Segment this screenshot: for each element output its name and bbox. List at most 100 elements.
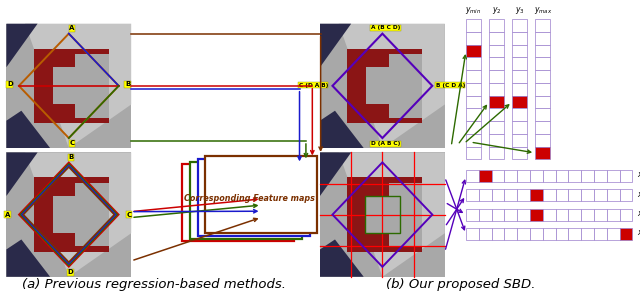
- Bar: [489, 32, 504, 45]
- Bar: [512, 147, 527, 159]
- Bar: [320, 152, 445, 277]
- Bar: [594, 228, 607, 240]
- Polygon shape: [6, 152, 38, 196]
- Bar: [535, 121, 550, 134]
- Bar: [466, 189, 479, 201]
- Polygon shape: [320, 111, 364, 148]
- Text: $x_2$: $x_2$: [637, 190, 640, 201]
- Bar: [530, 209, 543, 221]
- Bar: [512, 108, 527, 121]
- Bar: [479, 189, 492, 201]
- Bar: [556, 189, 568, 201]
- Text: B: B: [125, 81, 131, 87]
- Text: C: C: [69, 140, 75, 147]
- Bar: [6, 24, 131, 148]
- Bar: [620, 228, 632, 240]
- Bar: [504, 228, 517, 240]
- Polygon shape: [339, 24, 445, 148]
- Text: A: A: [69, 25, 75, 31]
- Text: $x_{max}$: $x_{max}$: [637, 229, 640, 239]
- Bar: [388, 183, 422, 246]
- Bar: [466, 170, 479, 182]
- Bar: [205, 156, 317, 233]
- Bar: [581, 170, 594, 182]
- Bar: [492, 209, 504, 221]
- Bar: [489, 19, 504, 32]
- Bar: [492, 170, 504, 182]
- Bar: [348, 49, 422, 123]
- Text: A: A: [4, 212, 10, 218]
- Text: D: D: [68, 269, 74, 275]
- Text: A (B C D): A (B C D): [371, 25, 400, 30]
- Bar: [607, 170, 620, 182]
- Bar: [489, 83, 504, 96]
- Bar: [530, 189, 543, 201]
- Bar: [535, 83, 550, 96]
- Bar: [348, 177, 422, 252]
- Bar: [594, 170, 607, 182]
- Bar: [489, 70, 504, 83]
- Bar: [535, 70, 550, 83]
- Bar: [504, 189, 517, 201]
- Bar: [466, 83, 481, 96]
- Bar: [556, 170, 568, 182]
- Bar: [512, 32, 527, 45]
- Text: $y_{max}$: $y_{max}$: [534, 5, 552, 16]
- Bar: [466, 134, 481, 147]
- Bar: [366, 196, 411, 233]
- Bar: [594, 209, 607, 221]
- Text: B (C D A): B (C D A): [436, 83, 465, 88]
- Bar: [620, 170, 632, 182]
- Bar: [492, 228, 504, 240]
- Text: $y_{min}$: $y_{min}$: [465, 5, 482, 16]
- Polygon shape: [320, 24, 351, 67]
- Bar: [512, 83, 527, 96]
- Polygon shape: [6, 24, 38, 67]
- Bar: [512, 121, 527, 134]
- Bar: [530, 170, 543, 182]
- Bar: [489, 147, 504, 159]
- Text: $x_3$: $x_3$: [637, 209, 640, 220]
- Bar: [535, 147, 550, 159]
- Bar: [512, 96, 527, 108]
- Bar: [517, 209, 530, 221]
- Bar: [504, 209, 517, 221]
- Bar: [512, 70, 527, 83]
- Bar: [535, 19, 550, 32]
- Bar: [607, 209, 620, 221]
- Bar: [489, 134, 504, 147]
- Text: C (D A B): C (D A B): [299, 83, 328, 88]
- Bar: [512, 45, 527, 57]
- Bar: [466, 147, 481, 159]
- Text: Corresponding Feature maps: Corresponding Feature maps: [184, 194, 316, 203]
- Bar: [535, 57, 550, 70]
- Bar: [466, 209, 479, 221]
- Bar: [568, 228, 581, 240]
- Bar: [6, 152, 131, 277]
- Bar: [366, 67, 411, 104]
- Bar: [466, 108, 481, 121]
- Bar: [543, 170, 556, 182]
- Polygon shape: [25, 152, 131, 277]
- Bar: [543, 189, 556, 201]
- Bar: [182, 164, 294, 241]
- Bar: [489, 45, 504, 57]
- Bar: [512, 57, 527, 70]
- Text: D (A B C): D (A B C): [371, 141, 400, 147]
- Bar: [581, 189, 594, 201]
- Bar: [489, 57, 504, 70]
- Bar: [594, 189, 607, 201]
- Bar: [535, 45, 550, 57]
- Bar: [517, 189, 530, 201]
- Bar: [52, 67, 97, 104]
- Text: $y_2$: $y_2$: [492, 5, 501, 16]
- Bar: [34, 49, 109, 123]
- Bar: [52, 196, 97, 233]
- Text: $y_3$: $y_3$: [515, 5, 525, 16]
- Bar: [581, 228, 594, 240]
- Polygon shape: [25, 24, 131, 148]
- Bar: [489, 96, 504, 108]
- Bar: [75, 54, 109, 118]
- Bar: [530, 228, 543, 240]
- Bar: [466, 19, 481, 32]
